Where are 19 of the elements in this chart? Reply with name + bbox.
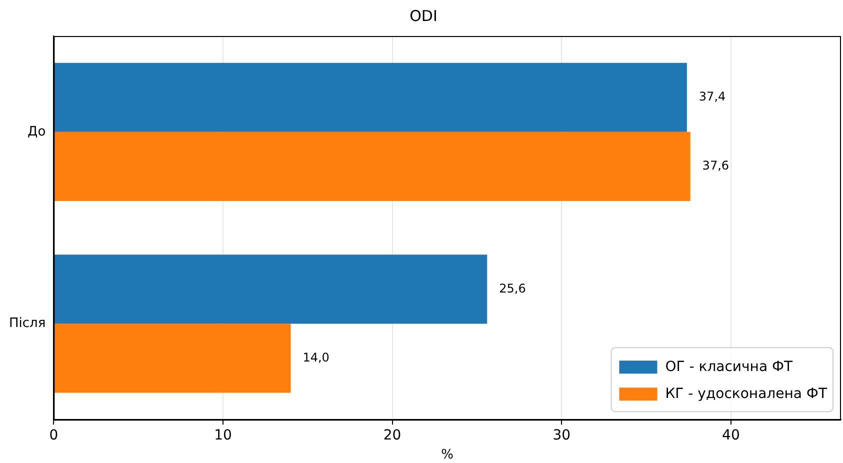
bar [54, 324, 291, 393]
data-label: 14,0 [302, 350, 330, 364]
y-tick-label: До [28, 124, 46, 140]
y-tick-label: Після [8, 316, 46, 332]
x-tick-label: 30 [552, 428, 571, 444]
x-tick-label: 20 [383, 428, 402, 444]
legend-label: КГ - удосконалена ФТ [665, 386, 828, 402]
x-axis-title: % [441, 448, 454, 463]
chart-title: ODI [410, 6, 438, 25]
data-label: 37,6 [702, 158, 730, 173]
bar [54, 132, 690, 201]
data-label: 25,6 [499, 281, 526, 296]
x-tick-label: 40 [722, 428, 740, 444]
legend-label: ОГ - класична ФТ [665, 359, 794, 376]
x-tick-label: 0 [49, 428, 58, 444]
bar [54, 254, 488, 324]
x-tick-label: 10 [214, 428, 232, 444]
bar [54, 62, 687, 132]
data-label: 37,4 [698, 90, 726, 104]
